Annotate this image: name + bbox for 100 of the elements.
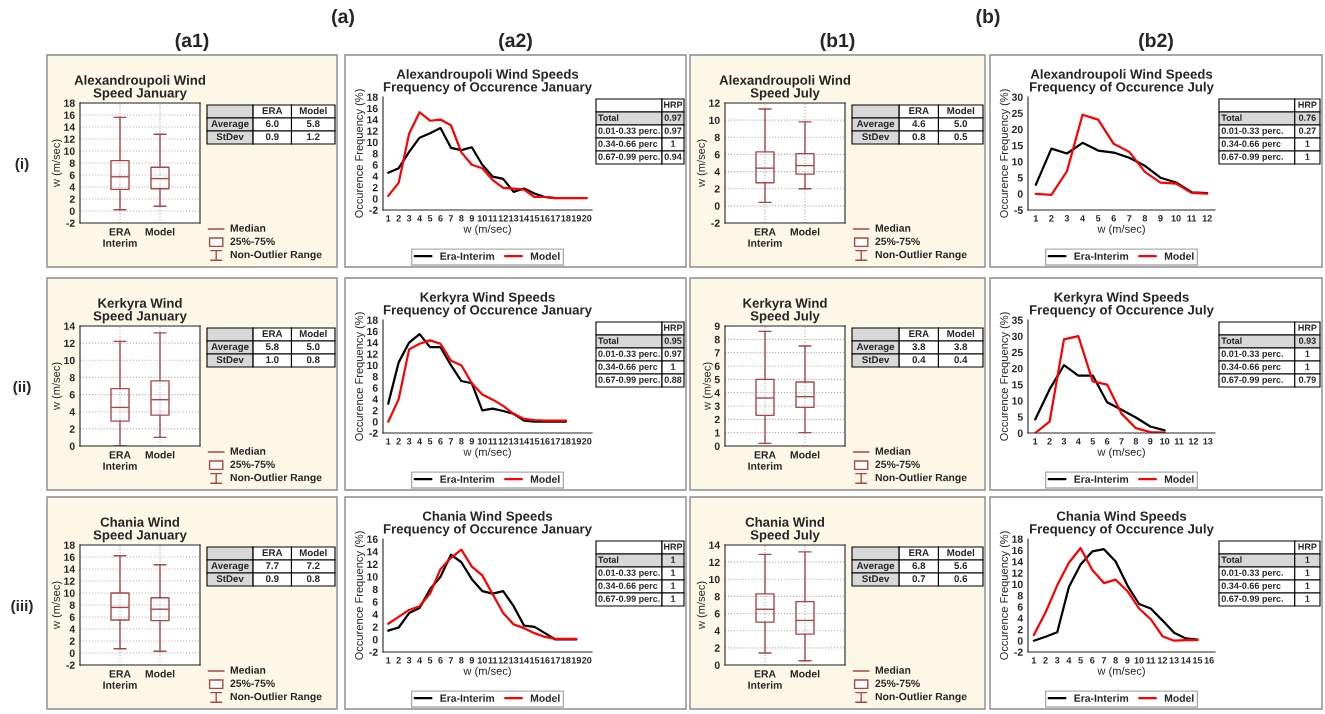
y-tick-label: 2 — [1017, 625, 1023, 634]
x-tick-label: 18 — [561, 215, 571, 222]
x-tick-label: 5 — [427, 438, 433, 445]
text: 1 — [1305, 595, 1310, 602]
y-tick-label: 0 — [714, 661, 720, 669]
x-tick-label: 13 — [509, 438, 519, 445]
y-tick-label: 0 — [69, 207, 75, 215]
x-tick-label: 16 — [540, 438, 550, 445]
text: 3.8 — [954, 343, 968, 351]
text: 0.67-0.99 perc. — [1221, 153, 1283, 162]
chart-title: Alexandroupoli Wind Speeds Frequency of Occurence July — [1030, 69, 1214, 95]
text: 1 — [1305, 569, 1310, 576]
y-tick-label: -2 — [369, 429, 378, 437]
x-tick-label: 4 — [417, 438, 423, 445]
text: 1 — [1305, 582, 1310, 589]
x-tick-label: 13 — [1169, 657, 1179, 664]
y-tick-label: 16 — [64, 111, 75, 119]
chart-title: Alexandroupoli Wind Speeds Frequency of Occurence January — [383, 69, 592, 95]
x-tick-label: Model — [790, 227, 820, 236]
x-tick-label: 7 — [448, 657, 454, 664]
text: ERA — [262, 330, 283, 338]
x-tick-label: 11 — [488, 438, 498, 445]
legend-label: Model — [1164, 475, 1194, 483]
x-tick-label: 16 — [1204, 657, 1214, 664]
text: 0.5 — [954, 133, 968, 141]
x-tick-label: 1 — [386, 438, 391, 445]
x-tick-label: 15 — [530, 657, 540, 664]
x-axis-title: w (m/sec) — [1097, 224, 1145, 236]
text: 7.7 — [265, 562, 279, 570]
text: 0.01-0.33 perc. — [1221, 569, 1283, 578]
y-tick-label: 2 — [69, 425, 75, 433]
y-tick-label: 14 — [1012, 558, 1024, 566]
y-tick-label: 12 — [64, 339, 75, 347]
x-tick-label: 3 — [1061, 438, 1067, 445]
chart-title: Alexandroupoli Wind Speed July — [719, 75, 851, 101]
x-tick-label: ERA Interim — [103, 228, 137, 247]
y-tick-label: 1 — [715, 429, 720, 437]
y-axis-title: w (m/sec) — [696, 139, 708, 188]
x-tick-label: 14 — [519, 438, 530, 445]
x-tick-label: 10 — [1160, 438, 1170, 445]
text: HRP — [664, 324, 683, 331]
chart-title: Kerkyra Wind Speed January — [93, 298, 187, 324]
x-axis-title: w (m/sec) — [1097, 666, 1145, 678]
x-tick-label: 3 — [406, 438, 412, 445]
text: 0.76 — [1298, 114, 1316, 121]
y-tick-label: 30 — [1011, 332, 1023, 341]
text: 0.9 — [265, 575, 279, 583]
legend-label: Model — [530, 475, 560, 483]
text: (b) — [976, 8, 1000, 28]
text: Model — [299, 106, 327, 115]
x-tick-label: 9 — [1125, 657, 1130, 664]
text: Total — [1221, 114, 1242, 121]
y-tick-label: 16 — [367, 104, 378, 113]
text: 1 — [671, 140, 676, 147]
text: 1 — [1305, 350, 1310, 357]
x-tick-label: 20 — [582, 657, 592, 664]
x-tick-label: 3 — [1064, 215, 1070, 222]
text: ERA — [262, 107, 283, 115]
text: 1.2 — [307, 133, 320, 141]
text: 0.4 — [912, 356, 926, 364]
y-tick-label: 6 — [69, 391, 75, 399]
text: 0.6 — [954, 575, 968, 583]
x-tick-label: ERA Interim — [748, 670, 782, 689]
x-tick-label: 14 — [519, 215, 530, 222]
y-tick-label: 16 — [367, 535, 378, 543]
x-tick-label: 6 — [438, 657, 443, 664]
y-tick-label: 12 — [367, 560, 378, 568]
text: 0.97 — [664, 114, 682, 121]
text: Model — [947, 106, 975, 115]
chart-title: Kerkyra Wind Speed July — [743, 298, 827, 324]
x-tick-label: 7 — [448, 215, 454, 222]
x-tick-label: 12 — [1188, 438, 1199, 445]
x-tick-label: 10 — [477, 438, 487, 445]
y-tick-label: 6 — [69, 613, 75, 621]
y-tick-label: 8 — [714, 592, 720, 601]
y-tick-label: 8 — [1017, 592, 1023, 600]
y-tick-label: 12 — [367, 350, 378, 358]
text: 0.67-0.99 perc. — [1221, 595, 1283, 604]
x-tick-label: 2 — [1047, 438, 1052, 445]
y-tick-label: 18 — [64, 541, 75, 549]
text: HRP — [664, 101, 683, 108]
text: Non-Outlier Range — [875, 692, 967, 703]
text: StDev — [216, 356, 244, 364]
y-tick-label: 10 — [709, 116, 720, 125]
text: ERA — [909, 549, 929, 557]
x-tick-label: 2 — [396, 438, 401, 445]
y-tick-label: 14 — [64, 123, 76, 131]
text: Average — [211, 562, 249, 572]
y-tick-label: 0 — [714, 202, 720, 210]
text: 0.79 — [1298, 376, 1316, 383]
text: HRP — [1298, 324, 1317, 331]
y-tick-label: 4 — [372, 610, 379, 619]
y-tick-label: 30 — [1011, 93, 1023, 101]
y-tick-label: -2 — [66, 219, 75, 227]
x-tick-label: 18 — [561, 438, 571, 445]
x-tick-label: 6 — [1104, 438, 1110, 445]
x-tick-label: 20 — [582, 215, 592, 222]
y-tick-label: 12 — [64, 577, 75, 585]
x-tick-label: 12 — [498, 438, 508, 445]
text: Model — [299, 548, 327, 557]
